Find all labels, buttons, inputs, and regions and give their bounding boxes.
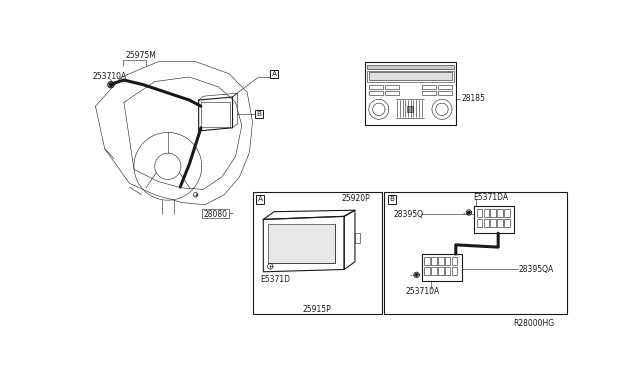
Bar [438,91,452,96]
Bar [385,91,399,96]
Bar [474,206,515,233]
Polygon shape [109,83,113,86]
Bar [268,224,335,263]
Text: B: B [256,111,261,117]
Text: 25920P: 25920P [342,194,371,203]
Polygon shape [108,81,114,88]
Bar [201,102,230,127]
Text: A: A [258,196,263,202]
Text: 253710A: 253710A [92,73,127,81]
Polygon shape [466,210,472,215]
Bar [407,106,413,112]
Bar [431,267,436,275]
Bar [369,91,383,96]
Bar [202,209,230,218]
Bar [355,233,360,243]
Bar [490,219,496,227]
Bar [422,85,436,89]
Bar [504,219,509,227]
Bar [367,65,454,68]
Text: 28080: 28080 [204,210,227,219]
Bar [477,209,482,217]
Bar [268,224,335,263]
Bar [452,267,458,275]
Bar [497,209,503,217]
Bar [445,257,451,265]
Bar [424,267,429,275]
Bar [385,85,399,89]
Bar [504,209,509,217]
Text: 28395Q: 28395Q [394,209,424,218]
Bar [367,71,454,81]
Bar [422,254,462,281]
Bar [438,257,444,265]
Bar [369,85,383,89]
Text: A: A [271,71,276,77]
Bar [490,209,496,217]
Text: 253710A: 253710A [405,287,439,296]
Text: R28000HG: R28000HG [513,319,554,328]
Bar [497,219,503,227]
Bar [268,224,335,263]
Bar [484,219,489,227]
Bar [369,73,452,80]
Text: B: B [389,196,394,202]
Bar [445,267,451,275]
Bar [484,209,489,217]
Polygon shape [468,211,470,214]
Bar [424,257,429,265]
Bar [253,192,382,314]
Bar [431,257,436,265]
Text: E5371DA: E5371DA [473,193,508,202]
Bar [438,85,452,89]
Text: 25915P: 25915P [303,305,332,314]
Bar [438,267,444,275]
Text: 25975M: 25975M [125,51,156,60]
Text: E5371D: E5371D [260,275,291,284]
Bar [365,62,456,125]
Text: 28185: 28185 [461,94,485,103]
Bar [477,219,482,227]
Text: 28395QA: 28395QA [519,265,554,274]
Bar [452,257,458,265]
Bar [422,91,436,96]
Polygon shape [414,272,419,278]
Bar [384,192,568,314]
Polygon shape [415,274,418,276]
